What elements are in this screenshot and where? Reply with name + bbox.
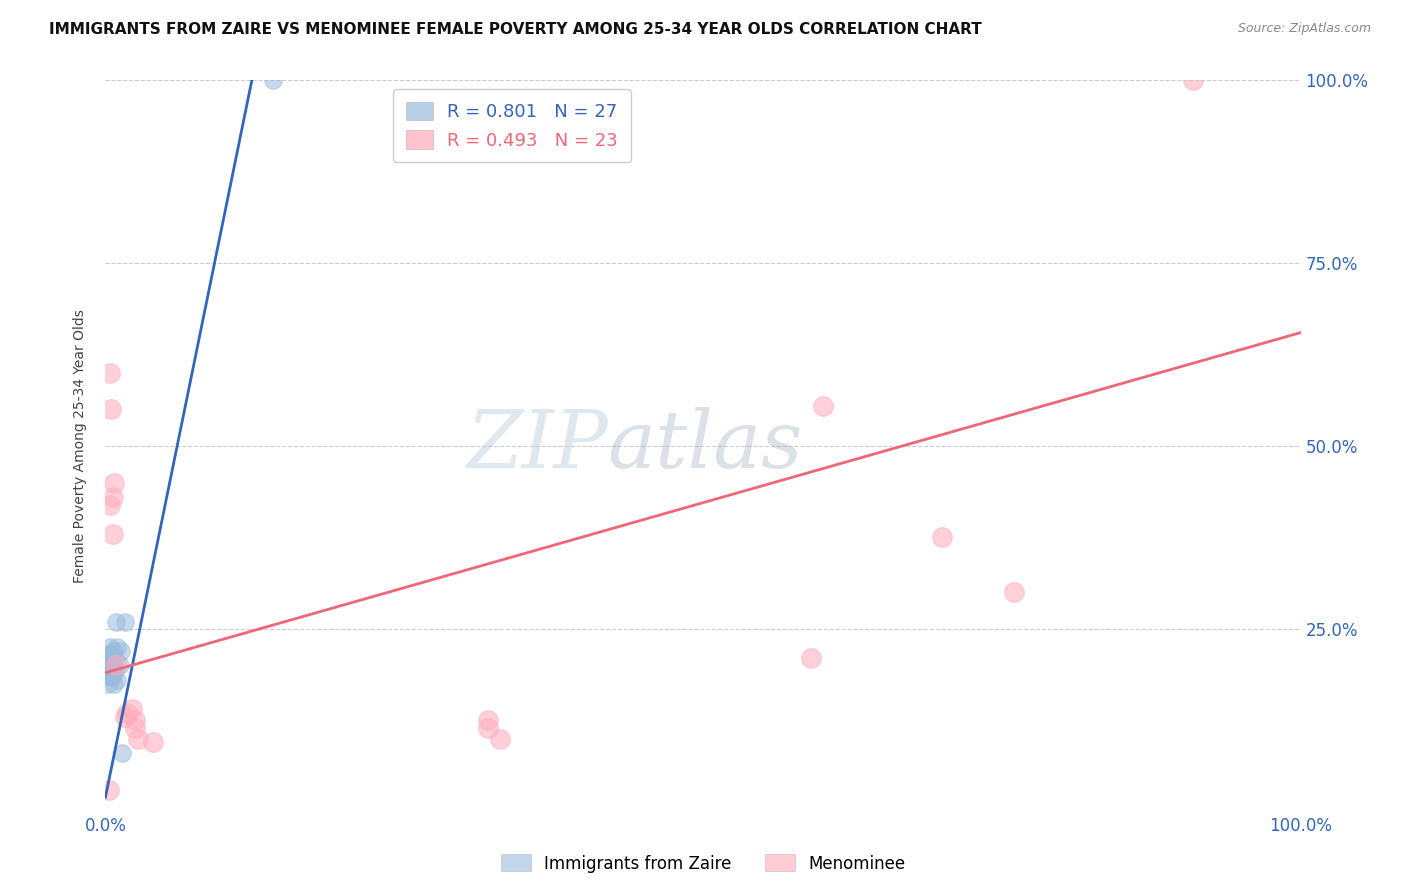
Legend: Immigrants from Zaire, Menominee: Immigrants from Zaire, Menominee [494, 847, 912, 880]
Point [124, 721, 146, 735]
Point [931, 530, 953, 544]
Point [98, 648, 121, 662]
Point [100, 648, 122, 662]
Point [98, 655, 121, 669]
Point [98, 640, 121, 655]
Point [262, 73, 284, 87]
Point [477, 714, 499, 728]
Point [1002, 585, 1025, 599]
Point [103, 676, 125, 690]
Point [477, 721, 499, 735]
Legend: R = 0.801   N = 27, R = 0.493   N = 23: R = 0.801 N = 27, R = 0.493 N = 23 [394, 89, 630, 162]
Point [101, 658, 124, 673]
Point [105, 658, 128, 673]
Y-axis label: Female Poverty Among 25-34 Year Olds: Female Poverty Among 25-34 Year Olds [73, 309, 87, 583]
Point [107, 673, 129, 687]
Point [799, 651, 821, 665]
Point [114, 709, 136, 723]
Point [101, 644, 124, 658]
Text: atlas: atlas [607, 408, 803, 484]
Point [100, 402, 122, 417]
Point [98, 651, 121, 665]
Point [98, 498, 121, 512]
Point [100, 658, 122, 673]
Point [100, 669, 122, 683]
Point [98, 366, 121, 380]
Point [98, 782, 121, 797]
Point [107, 640, 129, 655]
Point [98, 658, 121, 673]
Text: Source: ZipAtlas.com: Source: ZipAtlas.com [1237, 22, 1371, 36]
Point [98, 665, 121, 680]
Point [108, 658, 131, 673]
Point [101, 526, 124, 541]
Point [142, 735, 165, 749]
Point [114, 615, 136, 629]
Point [103, 475, 125, 490]
Point [101, 490, 124, 504]
Point [127, 731, 149, 746]
Point [121, 702, 143, 716]
Point [105, 615, 128, 629]
Point [115, 706, 138, 720]
Point [97, 662, 120, 676]
Point [98, 669, 121, 683]
Point [489, 731, 512, 746]
Point [811, 399, 834, 413]
Point [111, 746, 134, 760]
Point [104, 662, 127, 676]
Point [97, 676, 120, 690]
Point [110, 644, 132, 658]
Point [104, 651, 127, 665]
Point [1181, 73, 1204, 87]
Text: ZIP: ZIP [465, 408, 607, 484]
Point [124, 714, 146, 728]
Text: IMMIGRANTS FROM ZAIRE VS MENOMINEE FEMALE POVERTY AMONG 25-34 YEAR OLDS CORRELAT: IMMIGRANTS FROM ZAIRE VS MENOMINEE FEMAL… [49, 22, 981, 37]
Point [103, 662, 125, 676]
Point [101, 669, 124, 683]
